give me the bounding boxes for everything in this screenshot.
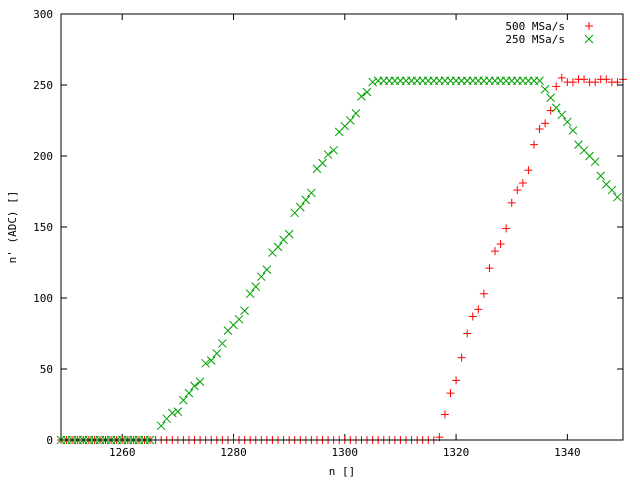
legend-label: 500 MSa/s xyxy=(505,20,565,33)
data-point xyxy=(552,82,561,91)
x-tick-label: 1260 xyxy=(109,446,136,459)
data-point xyxy=(513,186,522,195)
y-tick-label: 200 xyxy=(33,150,53,163)
data-point xyxy=(613,192,622,202)
axis-ticks xyxy=(61,13,623,441)
data-point xyxy=(457,353,466,362)
data-point xyxy=(218,339,227,348)
data-point xyxy=(179,395,188,405)
data-point xyxy=(357,92,366,101)
data-point xyxy=(607,185,617,195)
data-point xyxy=(557,73,566,82)
data-point xyxy=(485,264,494,273)
x-tick-label: 1300 xyxy=(332,446,359,459)
y-tick-label: 100 xyxy=(33,292,53,305)
y-tick-label: 0 xyxy=(46,434,53,447)
data-point xyxy=(551,103,561,113)
tick-labels: 0 50 100 150 200 250 300 1260 1280 1300 1320 1340 xyxy=(33,8,580,459)
y-tick-label: 50 xyxy=(40,363,53,376)
data-point xyxy=(557,110,567,120)
data-point xyxy=(479,289,488,298)
data-point xyxy=(452,376,461,385)
data-point xyxy=(474,305,483,314)
data-point xyxy=(273,242,283,252)
x-tick-label: 1340 xyxy=(554,446,581,459)
data-point xyxy=(580,75,589,84)
data-point xyxy=(329,145,339,155)
data-point xyxy=(318,158,327,168)
x-tick-label: 1280 xyxy=(220,446,247,459)
data-point xyxy=(613,78,622,87)
data-point xyxy=(295,202,305,212)
data-point xyxy=(368,77,377,87)
data-point xyxy=(546,93,556,103)
data-point xyxy=(362,87,372,97)
data-point xyxy=(234,314,244,324)
y-tick-label: 150 xyxy=(33,221,53,234)
series-250msa xyxy=(56,76,622,445)
data-point xyxy=(156,421,166,431)
data-point xyxy=(463,329,472,338)
data-point xyxy=(496,240,505,249)
data-point xyxy=(167,408,177,418)
data-point xyxy=(535,76,544,86)
legend-marker xyxy=(584,34,594,44)
y-tick-label: 300 xyxy=(33,8,53,21)
data-point xyxy=(201,358,211,368)
data-point xyxy=(307,188,316,198)
data-point xyxy=(568,126,578,135)
data-point xyxy=(345,116,355,125)
data-series xyxy=(56,73,627,445)
x-tick-label: 1320 xyxy=(443,446,470,459)
data-point xyxy=(541,119,550,128)
data-point xyxy=(440,410,449,419)
data-point xyxy=(351,109,361,118)
data-point xyxy=(240,306,249,316)
data-point xyxy=(507,198,516,207)
data-point xyxy=(590,157,600,167)
data-point xyxy=(602,75,611,84)
data-point xyxy=(251,282,261,291)
data-point xyxy=(256,272,266,282)
data-point xyxy=(190,381,199,391)
data-point xyxy=(591,78,600,87)
data-point xyxy=(195,377,205,387)
data-point xyxy=(206,356,216,365)
data-point xyxy=(524,166,533,175)
data-point xyxy=(245,289,255,299)
data-point xyxy=(568,78,577,87)
data-point xyxy=(184,388,194,398)
y-axis-label: n' (ADC) [] xyxy=(6,191,19,264)
data-point xyxy=(446,389,455,398)
data-point xyxy=(502,224,511,233)
legend-label: 250 MSa/s xyxy=(505,33,565,46)
data-point xyxy=(212,349,222,358)
x-axis-label: n [] xyxy=(329,465,356,478)
data-point xyxy=(173,407,183,416)
data-point xyxy=(529,140,538,149)
data-point xyxy=(540,84,550,94)
data-point xyxy=(301,195,311,205)
data-point xyxy=(491,247,500,256)
data-point xyxy=(284,229,294,239)
plot-frame xyxy=(60,13,624,441)
data-point xyxy=(468,312,477,321)
data-point xyxy=(262,265,272,274)
data-point xyxy=(535,125,544,134)
legend-marker xyxy=(585,22,593,30)
data-point xyxy=(323,150,333,159)
y-tick-label: 250 xyxy=(33,79,53,92)
data-point xyxy=(563,117,572,127)
data-point xyxy=(518,178,527,187)
data-point xyxy=(596,171,606,181)
